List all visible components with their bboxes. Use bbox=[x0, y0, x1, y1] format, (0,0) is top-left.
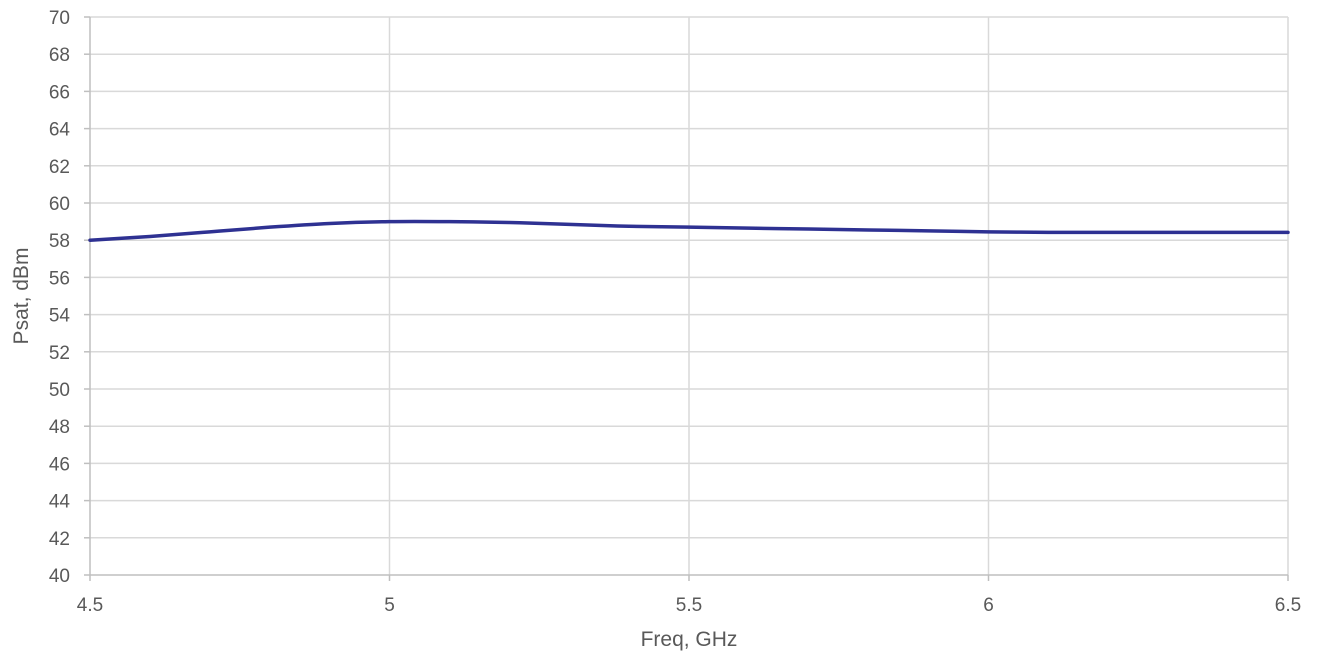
y-tick-label: 42 bbox=[49, 529, 70, 550]
x-tick-label: 6 bbox=[983, 595, 994, 616]
y-tick-label: 64 bbox=[49, 120, 71, 141]
y-tick-label: 56 bbox=[49, 268, 70, 289]
y-tick-label: 48 bbox=[49, 417, 70, 438]
y-tick-label: 40 bbox=[49, 566, 70, 587]
tick-labels: 40 42 44 46 48 50 52 54 56 58 60 62 64 66 68 70 4.5 5 5.5 6… bbox=[49, 8, 1301, 616]
y-tick-label: 68 bbox=[49, 45, 70, 66]
y-tick-label: 70 bbox=[49, 8, 70, 29]
x-axis-title: Freq, GHz bbox=[641, 628, 738, 651]
y-tick-label: 62 bbox=[49, 157, 70, 178]
psat-series-line bbox=[88, 219, 1290, 242]
y-tick-label: 60 bbox=[49, 194, 70, 215]
x-tick-label: 6.5 bbox=[1275, 595, 1301, 616]
y-tick-label: 46 bbox=[49, 454, 70, 475]
y-tick-label: 58 bbox=[49, 231, 70, 252]
y-tick-label: 44 bbox=[49, 492, 71, 513]
x-tick-label: 5.5 bbox=[676, 595, 702, 616]
y-tick-label: 50 bbox=[49, 380, 70, 401]
series-layer bbox=[88, 219, 1290, 242]
gridlines bbox=[90, 16, 1289, 575]
y-tick-label: 66 bbox=[49, 82, 70, 103]
axes bbox=[84, 16, 1289, 581]
x-tick-label: 4.5 bbox=[77, 595, 103, 616]
y-tick-label: 54 bbox=[49, 306, 71, 327]
x-tick-label: 5 bbox=[384, 595, 395, 616]
y-tick-label: 52 bbox=[49, 343, 70, 364]
y-axis-title: Psat, dBm bbox=[10, 248, 33, 345]
